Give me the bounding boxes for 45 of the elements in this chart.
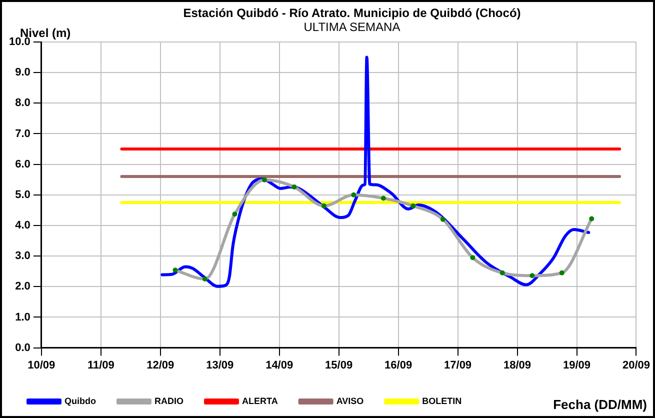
x-tick-label: 15/09 [325, 359, 353, 372]
y-tick-label: 5.0 [15, 188, 30, 201]
point [410, 203, 416, 208]
y-tick-label: 0.0 [15, 342, 30, 354]
y-tick-label: 2.0 [15, 280, 30, 293]
point [351, 192, 356, 198]
point [530, 273, 535, 278]
point [500, 270, 505, 276]
point [292, 184, 297, 190]
point [440, 216, 446, 222]
y-tick-label: 4.0 [15, 220, 30, 232]
x-tick-label: 17/09 [444, 359, 472, 372]
chart-subtitle: ULTIMA SEMANA [302, 20, 402, 34]
x-tick-label: 11/09 [87, 359, 114, 372]
y-tick-label: 7.0 [15, 128, 30, 140]
x-tick-label: 13/09 [206, 359, 234, 372]
y-tick-label: 9.0 [15, 66, 30, 79]
x-tick-label: 10/09 [28, 359, 56, 372]
point [589, 216, 594, 222]
x-tick-label: 19/09 [562, 359, 591, 372]
y-tick-label: 3.0 [15, 250, 30, 262]
point [380, 196, 386, 201]
point [232, 212, 238, 217]
point [321, 203, 326, 208]
legend-label: RADIO [154, 396, 184, 406]
x-axis-title: Fecha (DD/MM) [553, 397, 647, 412]
point [172, 268, 178, 273]
legend-label: Quibdo [64, 396, 96, 406]
x-tick-label: 14/09 [266, 359, 294, 372]
point [559, 270, 564, 276]
x-tick-label: 18/09 [504, 359, 532, 372]
point [262, 177, 267, 182]
chart-title: Estación Quibdó - Río Atrato. Municipio de Quibdó (Chocó) [182, 6, 522, 20]
legend-label: AVISO [336, 396, 364, 406]
point [470, 255, 476, 260]
y-tick-label: 6.0 [15, 158, 30, 170]
y-tick-label: 8.0 [15, 97, 30, 110]
legend-label: ALERTA [242, 396, 278, 406]
y-tick-label: 1.0 [15, 311, 30, 324]
x-tick-label: 12/09 [146, 359, 174, 372]
legend-label: BOLETIN [422, 396, 462, 406]
x-tick-label: 20/09 [622, 359, 650, 372]
x-tick-label: 16/09 [384, 359, 412, 372]
y-tick-label: 10.0 [8, 36, 30, 48]
point [202, 276, 208, 282]
